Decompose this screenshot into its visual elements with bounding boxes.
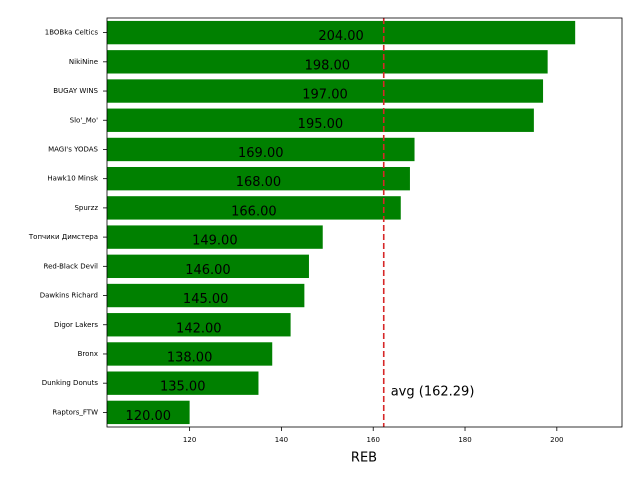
y-tick-label: Digor Lakers <box>54 321 98 329</box>
bar <box>107 400 190 425</box>
plot-frame <box>106 17 623 428</box>
bar <box>107 371 259 395</box>
y-tick-label: Bronx <box>78 350 98 358</box>
y-tick-label: Топчики Димстера <box>28 233 98 241</box>
bar <box>107 79 544 103</box>
y-tick-label: MAGI's YODAS <box>48 145 98 153</box>
bar <box>107 137 415 162</box>
value-label: 120.00 <box>126 409 172 424</box>
avg-label: avg (162.29) <box>391 385 475 400</box>
value-label: 195.00 <box>298 117 344 132</box>
value-label: 135.00 <box>160 380 206 395</box>
bar <box>107 254 309 279</box>
y-tick-label: Raptors_FTW <box>52 408 98 416</box>
value-label: 138.00 <box>167 350 213 365</box>
bar <box>107 313 291 337</box>
x-tick-label: 120 <box>183 436 196 444</box>
value-label: 197.00 <box>302 88 348 103</box>
x-tick-label: 180 <box>458 436 471 444</box>
value-label: 169.00 <box>238 146 284 161</box>
bar <box>107 196 401 220</box>
value-label: 204.00 <box>318 29 364 44</box>
x-tick-label: 160 <box>367 436 380 444</box>
y-tick-label: NikiNine <box>69 58 98 66</box>
y-tick-label: Hawk10 Minsk <box>47 175 99 183</box>
value-label: 166.00 <box>231 204 277 219</box>
x-tick-label: 140 <box>275 436 288 444</box>
y-tick-label: Slo'_Mo' <box>70 116 98 124</box>
y-tick-label: 1BOBka Celtics <box>45 29 99 37</box>
y-tick-label: Dunking Donuts <box>42 379 99 387</box>
x-tick-label: 200 <box>550 436 563 444</box>
y-tick-label: Spurzz <box>74 204 98 212</box>
value-label: 198.00 <box>305 58 351 73</box>
bar <box>107 166 410 191</box>
y-tick-label: BUGAY WINS <box>53 87 98 95</box>
bar <box>107 20 576 45</box>
bar <box>107 283 305 308</box>
bar <box>107 225 323 249</box>
value-label: 142.00 <box>176 321 222 336</box>
value-label: 146.00 <box>185 263 231 278</box>
bar <box>107 50 548 74</box>
value-label: 145.00 <box>183 292 229 307</box>
bar <box>107 342 273 366</box>
bar <box>107 108 534 132</box>
value-label: 149.00 <box>192 234 238 249</box>
y-tick-label: Dawkins Richard <box>40 292 98 300</box>
value-label: 168.00 <box>236 175 282 190</box>
x-axis-label: REB <box>351 451 377 466</box>
y-tick-label: Red-Black Devil <box>44 262 99 270</box>
